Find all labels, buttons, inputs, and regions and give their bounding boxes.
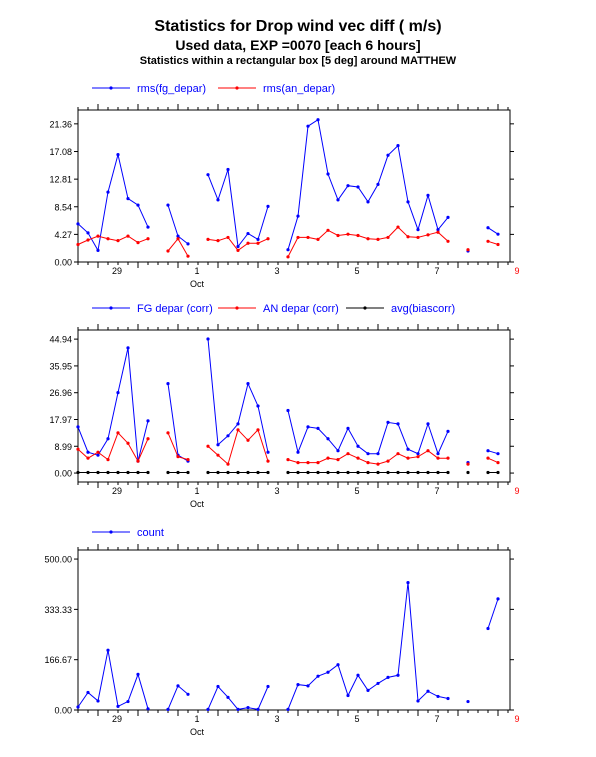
series-line: [287, 118, 449, 250]
x-tick-label: 5: [354, 714, 359, 724]
series-line: [487, 598, 499, 629]
y-tick-label: 17.08: [49, 147, 72, 157]
series-line: [77, 431, 149, 463]
plot-frame: [77, 329, 511, 483]
data-point: [466, 699, 470, 704]
series-line: [287, 582, 449, 710]
x-tick-label: 29: [112, 266, 122, 276]
legend-label: AN depar (corr): [263, 303, 339, 315]
data-point: [206, 237, 210, 241]
series-line: [77, 650, 149, 709]
plot-frame: [77, 549, 511, 711]
y-tick-label: 0.00: [54, 706, 72, 716]
plot-frame: [77, 109, 511, 263]
chart-title-line3: Statistics within a rectangular box [5 d…: [139, 55, 457, 67]
x-tick-label: 9: [514, 486, 519, 496]
x-tick-label: 7: [434, 714, 439, 724]
legend-label: rms(an_depar): [263, 83, 335, 95]
x-tick-label: 5: [354, 486, 359, 496]
chart-title-line2: Used data, EXP =0070 [each 6 hours]: [175, 37, 421, 53]
x-month-label: Oct: [190, 499, 205, 509]
data-point: [286, 248, 290, 252]
x-tick-label: 5: [354, 266, 359, 276]
series-line: [167, 237, 189, 257]
x-tick-label: 29: [112, 714, 122, 724]
y-tick-label: 12.81: [49, 175, 72, 185]
legend-label: FG depar (corr): [137, 303, 213, 315]
y-tick-label: 26.96: [49, 388, 72, 398]
x-tick-label: 29: [112, 486, 122, 496]
series-line: [487, 450, 499, 455]
series-line: [487, 240, 499, 245]
y-tick-label: 333.33: [44, 605, 72, 615]
y-tick-label: 44.94: [49, 335, 72, 345]
x-tick-label: 9: [514, 714, 519, 724]
x-tick-label: 3: [274, 266, 279, 276]
legend-marker: [235, 86, 239, 90]
series-line: [167, 383, 189, 462]
data-point: [466, 462, 470, 466]
data-point: [286, 408, 290, 413]
y-tick-label: 0.00: [54, 469, 72, 479]
legend-label: avg(biascorr): [391, 303, 455, 315]
legend-marker: [235, 306, 239, 310]
series-line: [77, 235, 149, 245]
legend-label: count: [137, 527, 164, 539]
data-point: [446, 696, 450, 701]
x-tick-label: 3: [274, 486, 279, 496]
y-tick-label: 21.36: [49, 119, 72, 129]
legend-label: rms(fg_depar): [137, 83, 206, 95]
series-line: [207, 338, 269, 453]
legend-marker: [109, 530, 113, 534]
x-tick-label: 7: [434, 486, 439, 496]
legend-marker: [109, 86, 113, 90]
data-point: [266, 459, 270, 463]
data-point: [266, 204, 270, 208]
series-line: [167, 204, 189, 245]
chart-panel-3: 0.00 166.67 333.33 500.00 29 1 3 5 7 9 Oct count: [44, 527, 519, 737]
x-tick-label: 3: [274, 714, 279, 724]
series-line: [487, 227, 499, 235]
y-tick-label: 35.95: [49, 361, 72, 371]
series-line: [207, 169, 269, 248]
y-tick-label: 8.54: [54, 202, 72, 212]
chart-panel-1: 0.00 4.27 8.54 12.81 17.08 21.36 29 1 3 5 7 9 Oct rms…: [49, 83, 519, 289]
series-line: [287, 450, 448, 465]
data-point: [466, 248, 470, 252]
series-line: [77, 347, 149, 462]
legend-marker: [109, 306, 113, 310]
series-line: [77, 154, 149, 252]
x-tick-label: 1: [194, 486, 199, 496]
series-line: [207, 236, 269, 252]
chart-title-line1: Statistics for Drop wind vec diff ( m/s): [154, 18, 442, 35]
y-tick-label: 17.97: [49, 415, 72, 425]
x-month-label: Oct: [190, 727, 205, 737]
x-month-label: Oct: [190, 279, 205, 289]
x-tick-label: 1: [194, 714, 199, 724]
data-point: [186, 458, 190, 462]
y-tick-label: 166.67: [44, 655, 72, 665]
chart-panel-2: 0.00 8.99 17.97 26.96 35.95 44.94 29 1 3 5 7 9 Oct FG…: [49, 303, 519, 509]
legend-marker: [363, 306, 367, 310]
x-tick-label: 7: [434, 266, 439, 276]
y-tick-label: 500.00: [44, 555, 72, 565]
data-point: [466, 470, 470, 475]
series-line: [167, 432, 189, 461]
y-tick-label: 8.99: [54, 442, 72, 452]
series-line: [287, 226, 449, 258]
data-point: [166, 203, 170, 207]
series-line: [287, 410, 449, 456]
series-line: [487, 457, 499, 464]
series-line: [207, 685, 269, 710]
series-line: [167, 684, 189, 710]
y-tick-label: 0.00: [54, 258, 72, 268]
x-tick-label: 1: [194, 266, 199, 276]
y-tick-label: 4.27: [54, 230, 72, 240]
x-tick-label: 9: [514, 266, 519, 276]
series-line: [207, 428, 269, 465]
